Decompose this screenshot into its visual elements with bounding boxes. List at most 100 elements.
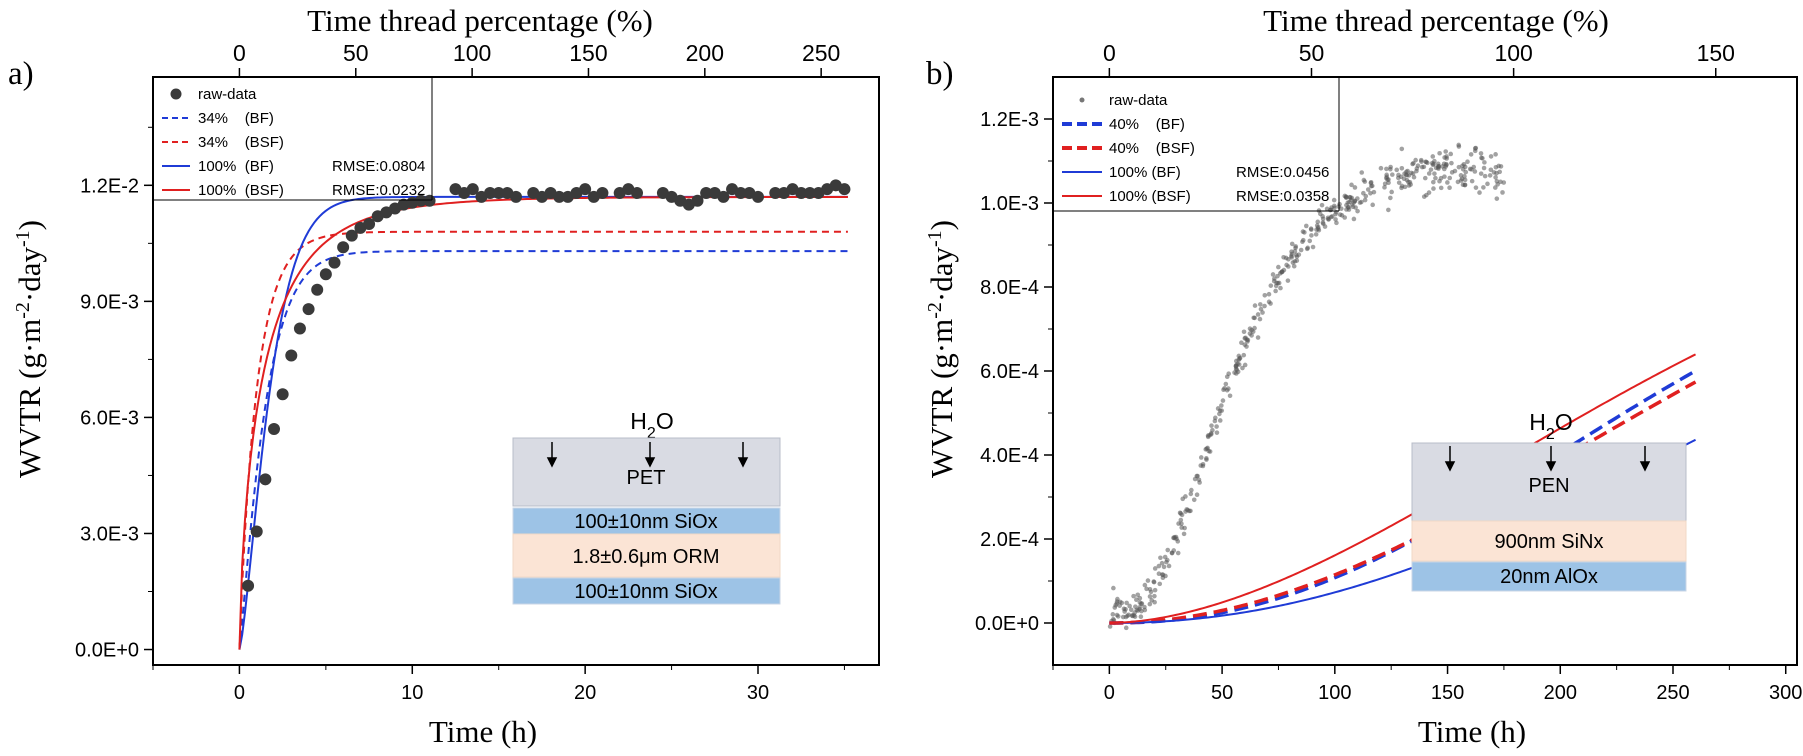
raw-data-point — [1293, 252, 1299, 258]
y-axis-title-b: WVTR (g·m-2·day-1) — [924, 220, 959, 478]
raw-data-point — [1303, 223, 1309, 229]
raw-data-point — [1352, 185, 1358, 190]
raw-data-point — [1468, 152, 1474, 157]
raw-data-point — [1426, 171, 1432, 176]
raw-data-point — [1478, 151, 1484, 156]
raw-data-point — [1396, 172, 1401, 178]
raw-data-point — [1251, 315, 1257, 321]
raw-data-point — [1219, 403, 1224, 408]
raw-data-point — [1478, 171, 1484, 176]
raw-data-point — [1289, 249, 1294, 254]
y-tick-label: 1.0E-3 — [980, 193, 1039, 215]
raw-data-point — [1224, 387, 1230, 393]
raw-data-point — [1164, 559, 1169, 565]
raw-data-point — [1293, 245, 1298, 251]
legend-label: 100% (BF) — [198, 158, 274, 175]
raw-data-point — [1329, 214, 1335, 219]
raw-data-point — [1443, 149, 1448, 154]
x-tick-label: 10 — [401, 682, 423, 704]
raw-data-point — [1384, 175, 1389, 181]
raw-data-point — [1396, 180, 1402, 185]
raw-data-point — [1449, 160, 1454, 166]
raw-data-point — [1378, 165, 1384, 171]
raw-data-point — [1184, 507, 1190, 512]
raw-data-point — [1208, 431, 1214, 436]
x-tick-label: 300 — [1769, 682, 1802, 704]
raw-data-point — [1123, 625, 1129, 631]
raw-data-point — [1119, 600, 1125, 606]
raw-data-point — [302, 303, 315, 316]
y-tick-label: 6.0E-3 — [80, 407, 139, 429]
raw-data-point — [423, 194, 436, 207]
raw-data-point — [1188, 491, 1194, 497]
raw-data-point — [803, 187, 816, 200]
x-tick-label: 20 — [574, 682, 596, 704]
raw-data-point — [1145, 578, 1151, 583]
legend-label: 34% (BF) — [198, 110, 274, 127]
raw-data-point — [1458, 173, 1464, 178]
raw-data-point — [1310, 244, 1316, 250]
raw-data-point — [1399, 165, 1405, 171]
raw-data-point — [579, 183, 592, 196]
raw-data-point — [1361, 190, 1366, 196]
raw-data-point — [1120, 614, 1126, 620]
raw-data-point — [1402, 184, 1408, 190]
raw-data-point — [1447, 185, 1452, 191]
raw-data-point — [1493, 152, 1498, 157]
raw-data-point — [492, 187, 505, 200]
raw-data-point — [1247, 326, 1253, 331]
raw-data-point — [1480, 155, 1485, 161]
raw-data-point — [631, 187, 643, 200]
raw-data-point — [242, 579, 255, 592]
raw-data-point — [1286, 256, 1291, 262]
raw-data-point — [1500, 190, 1505, 195]
panel-label-b: b) — [926, 56, 954, 92]
layer-stack-inset-b: H2O PEN 900nm SiNx 20nm AlOx — [1411, 409, 1687, 592]
raw-data-point — [1406, 173, 1412, 178]
top-tick-label: 0 — [1103, 40, 1116, 66]
raw-data-point — [1125, 613, 1130, 619]
legend-label: 100% (BF) — [1109, 164, 1181, 181]
raw-data-point — [1152, 593, 1157, 599]
fit-line — [238, 250, 848, 650]
panel-label-a: a) — [8, 56, 34, 92]
raw-data-point — [268, 423, 280, 436]
raw-data-point — [1442, 155, 1447, 160]
y-tick-label: 1.2E-2 — [80, 175, 139, 197]
legend-rmse: RMSE:0.0232 — [332, 182, 425, 199]
raw-data-point — [769, 187, 782, 200]
raw-data-point — [259, 473, 272, 486]
raw-data-point — [1461, 162, 1467, 167]
raw-data-point — [1444, 161, 1449, 167]
layer-label: 20nm AlOx — [1500, 566, 1598, 588]
raw-data-point — [1196, 477, 1202, 483]
raw-data-point — [1485, 181, 1490, 187]
raw-data-point — [1463, 169, 1469, 175]
raw-data-point — [1322, 224, 1328, 229]
plot-frame-a — [152, 76, 880, 666]
raw-data-point — [1494, 196, 1500, 201]
raw-data-point — [1142, 582, 1148, 588]
raw-data-point — [1240, 365, 1245, 371]
raw-data-point — [1456, 142, 1461, 148]
raw-data-point — [1368, 191, 1373, 196]
top-tick-label: 200 — [686, 40, 724, 66]
raw-data-point — [1353, 205, 1358, 210]
raw-data-point — [1298, 247, 1304, 253]
raw-data-point — [1214, 424, 1219, 429]
y-axis-title-a: WVTR (g·m-2·day-1) — [12, 220, 47, 478]
raw-data-point — [596, 187, 609, 200]
raw-data-point — [1305, 245, 1311, 251]
raw-data-point — [1189, 487, 1194, 493]
raw-data-point — [1114, 612, 1120, 618]
raw-data-point — [1271, 278, 1277, 284]
layer-label: PET — [627, 467, 666, 489]
raw-data-point — [1235, 361, 1240, 367]
y-tick-label: 1.2E-3 — [980, 109, 1039, 131]
raw-data-point — [1252, 325, 1257, 331]
raw-data-point — [1178, 517, 1184, 523]
raw-data-point — [1308, 226, 1314, 232]
top-tick-label: 0 — [233, 40, 246, 66]
raw-data-point — [285, 349, 298, 362]
raw-data-point — [1138, 601, 1144, 607]
